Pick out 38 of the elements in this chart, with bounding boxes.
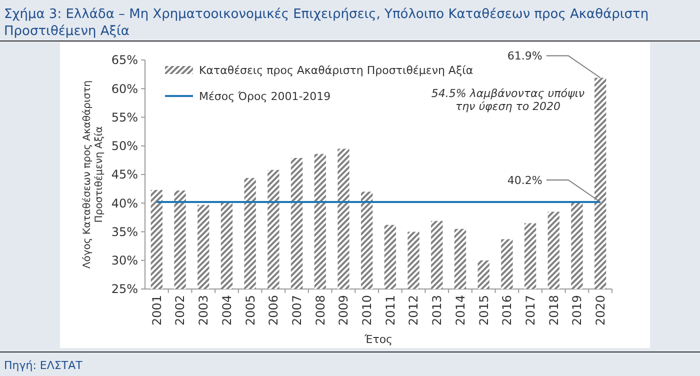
x-tick-label: 2018 xyxy=(546,295,561,326)
x-tick-label: 2009 xyxy=(336,295,351,326)
y-tick-label: 45% xyxy=(111,168,138,182)
chart-title: Σχήμα 3: Ελλάδα – Μη Χρηματοοικονομικές Επιχειρήσεις, Υπόλοιπο Καταθέσεων προς Ακαθάριστη Προστιθέμενη Αξία xyxy=(4,7,649,39)
x-axis-title: Έτος xyxy=(363,333,393,346)
annotation: 40.2% xyxy=(507,174,542,187)
x-tick-label: 2005 xyxy=(243,295,258,326)
y-tick-label: 65% xyxy=(111,53,138,68)
x-tick-label: 2011 xyxy=(383,295,398,326)
x-tick-label: 2015 xyxy=(476,295,491,326)
annotation: 61.9% xyxy=(507,50,542,63)
x-tick-label: 2006 xyxy=(266,295,281,326)
y-tick-label: 60% xyxy=(111,82,138,96)
annotation: 54.5% λαμβάνοντας υπόψιν την ύφεση το 2020 xyxy=(431,87,585,114)
x-tick-label: 2008 xyxy=(313,295,328,326)
x-tick-label: 2004 xyxy=(220,295,234,326)
x-tick-label: 2002 xyxy=(173,295,188,326)
y-tick-label: 55% xyxy=(111,110,138,124)
legend-label: Καταθέσεις προς Ακαθάριστη Προστιθέμενη Αξία xyxy=(199,64,474,77)
x-tick-label: 2003 xyxy=(196,295,211,326)
x-tick-label: 2019 xyxy=(570,295,584,326)
y-axis-title: Λόγος Καταθέσεων προς Ακαθάριστη Προστιθέμενη Αξία xyxy=(82,80,105,269)
x-tick-label: 2012 xyxy=(406,295,421,326)
y-tick-label: 40% xyxy=(111,196,138,210)
x-tick-label: 2014 xyxy=(453,295,468,326)
x-tick-label: 2013 xyxy=(430,295,444,326)
x-tick-label: 2017 xyxy=(523,295,538,326)
y-tick-label: 30% xyxy=(111,254,138,268)
legend-label: Μέσος Όρος 2001-2019 xyxy=(199,90,331,103)
y-tick-label: 35% xyxy=(111,224,138,239)
x-tick-label: 2010 xyxy=(360,295,374,326)
x-tick-label: 2007 xyxy=(290,295,304,326)
x-tick-label: 2016 xyxy=(500,295,514,326)
x-tick-label: 2020 xyxy=(594,295,608,326)
y-tick-label: 50% xyxy=(111,139,138,154)
y-tick-label: 25% xyxy=(111,282,138,296)
x-tick-label: 2001 xyxy=(150,295,164,326)
text: Πηγή: ΕΛΣΤΑΤ xyxy=(4,359,83,372)
